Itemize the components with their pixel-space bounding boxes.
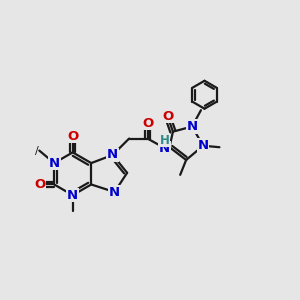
Text: N: N — [198, 139, 209, 152]
Text: H: H — [160, 134, 170, 147]
Text: O: O — [142, 117, 153, 130]
Text: /: / — [35, 146, 39, 156]
Text: N: N — [109, 185, 120, 199]
Text: N: N — [187, 120, 198, 133]
Text: N: N — [159, 142, 170, 154]
Text: N: N — [107, 148, 118, 161]
Text: N: N — [49, 157, 60, 169]
Text: O: O — [162, 110, 173, 123]
Text: N: N — [67, 189, 78, 202]
Text: O: O — [34, 178, 46, 191]
Text: O: O — [67, 130, 78, 142]
